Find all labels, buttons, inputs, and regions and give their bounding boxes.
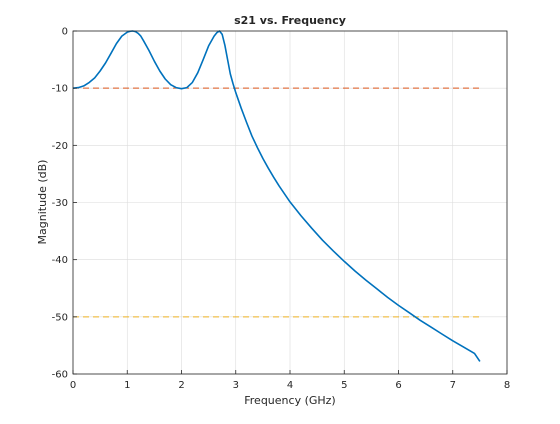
s21-series-line [72, 30, 481, 362]
y-ticks: 0 -10 -20 -30 -40 -50 -60 [52, 27, 77, 381]
y-tick-label: -50 [52, 312, 68, 323]
y-tick-label: -10 [52, 84, 68, 95]
x-ticks: 0 1 2 3 4 5 6 7 8 [70, 370, 510, 391]
x-tick-label: 8 [504, 380, 510, 391]
y-tick-label: 0 [62, 27, 68, 38]
x-tick-label: 3 [233, 380, 239, 391]
x-tick-label: 2 [178, 380, 184, 391]
x-tick-label: 4 [287, 380, 293, 391]
chart-title: s21 vs. Frequency [234, 14, 346, 27]
series-lines [72, 30, 481, 362]
reference-lines [73, 87, 480, 318]
y-axis-label: Magnitude (dB) [36, 160, 49, 245]
x-axis-label: Frequency (GHz) [244, 394, 335, 407]
y-tick-label: -20 [52, 141, 68, 152]
x-tick-label: 5 [341, 380, 347, 391]
x-tick-label: 7 [450, 380, 456, 391]
x-tick-label: 1 [124, 380, 130, 391]
y-tick-label: -30 [52, 198, 68, 209]
y-tick-label: -60 [52, 370, 68, 381]
y-tick-label: -40 [52, 255, 68, 266]
x-tick-label: 6 [395, 380, 401, 391]
x-tick-label: 0 [70, 380, 76, 391]
